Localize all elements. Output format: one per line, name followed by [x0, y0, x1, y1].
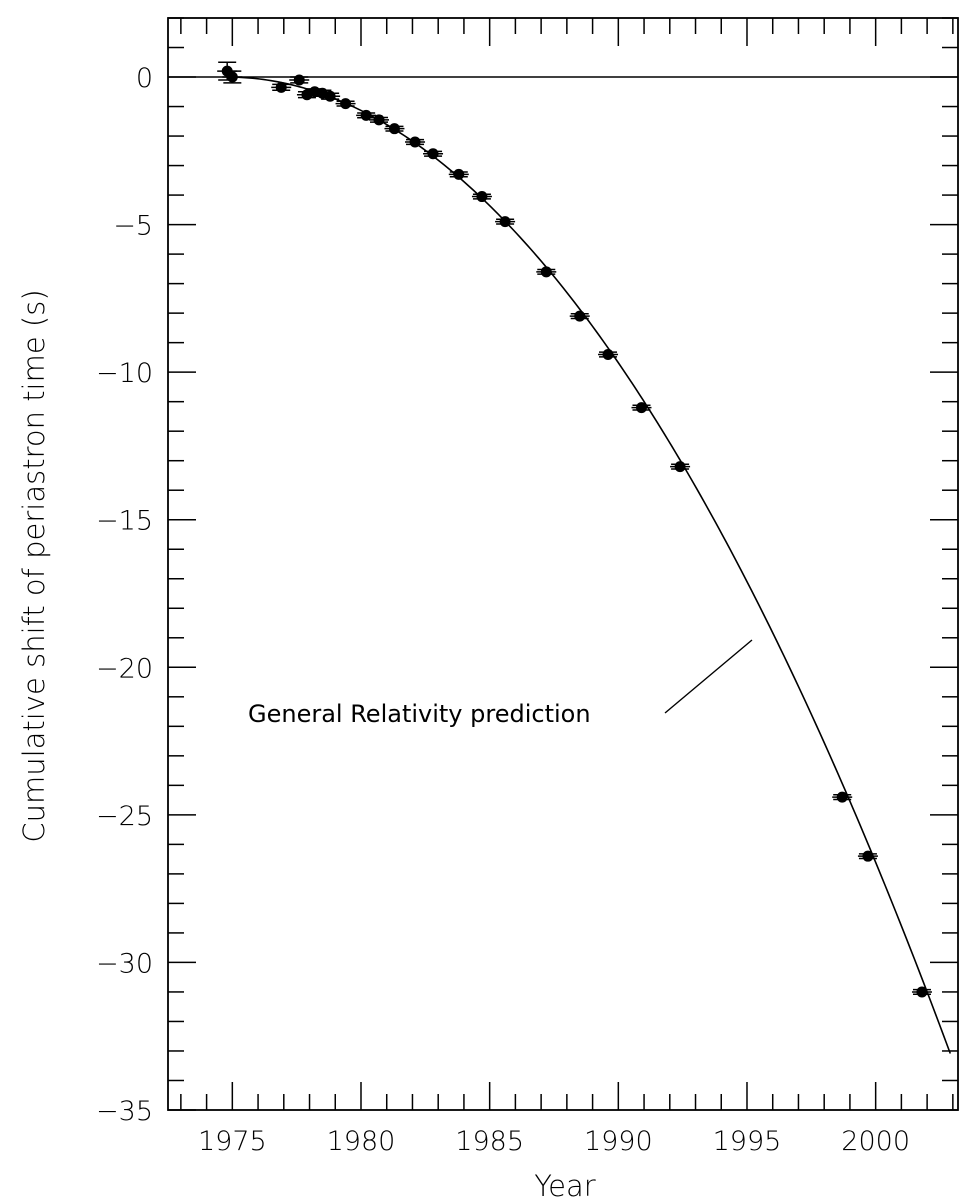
point-marker: [602, 348, 614, 360]
data-point: [356, 109, 377, 121]
point-marker: [916, 986, 928, 998]
point-marker: [476, 191, 488, 203]
annotation-leader-line: [664, 639, 753, 714]
x-tick-label: 1995: [713, 1126, 782, 1157]
data-point: [631, 402, 652, 414]
point-marker: [574, 310, 586, 322]
gr-prediction-annotation: General Relativity prediction: [248, 700, 591, 728]
point-marker: [293, 74, 305, 86]
point-marker: [226, 71, 238, 83]
data-point: [423, 148, 444, 160]
y-axis-label: Cumulative shift of periastron time (s): [17, 289, 51, 842]
y-tick-label: −30: [96, 948, 153, 979]
plot-content: [168, 61, 958, 1054]
data-point: [335, 98, 356, 110]
point-marker: [862, 850, 874, 862]
x-tick-label: 2000: [841, 1126, 910, 1157]
point-marker: [275, 81, 287, 93]
y-tick-label: −25: [96, 801, 153, 832]
data-point: [222, 70, 243, 84]
x-tick-label: 1985: [455, 1126, 524, 1157]
point-marker: [453, 168, 465, 180]
y-tick-label: 0: [136, 63, 153, 94]
y-tick-label: −10: [96, 358, 153, 389]
point-marker: [427, 148, 439, 160]
point-marker: [373, 114, 385, 126]
data-point: [495, 216, 516, 228]
data-points: [217, 61, 932, 998]
point-marker: [324, 90, 336, 102]
data-point: [857, 850, 878, 862]
data-point: [448, 168, 469, 180]
data-point: [536, 266, 557, 278]
point-marker: [409, 136, 421, 148]
data-point: [569, 310, 590, 322]
data-point: [670, 461, 691, 473]
point-marker: [635, 402, 647, 414]
data-point: [598, 348, 619, 360]
x-tick-label: 1990: [584, 1126, 653, 1157]
y-tick-label: −5: [113, 211, 153, 242]
point-marker: [499, 216, 511, 228]
data-point: [320, 90, 341, 102]
data-point: [832, 791, 853, 803]
data-point: [911, 986, 932, 998]
data-point: [369, 114, 390, 126]
point-marker: [674, 461, 686, 473]
plot-frame: [167, 17, 959, 1111]
x-tick-label: 1975: [198, 1126, 267, 1157]
y-tick-label: −35: [96, 1096, 153, 1127]
data-point: [289, 74, 310, 86]
data-point: [271, 81, 292, 93]
data-point: [384, 123, 405, 135]
axis-tick-labels: 1975 1980 1985 1990 1995 2000 0 −5 −10 −15 −20 −25 −…: [96, 63, 910, 1157]
x-tick-label: 1980: [327, 1126, 396, 1157]
point-marker: [836, 791, 848, 803]
point-marker: [388, 123, 400, 135]
data-point: [405, 136, 426, 148]
data-point: [471, 191, 492, 203]
point-marker: [360, 109, 372, 121]
x-axis-label: Year: [534, 1169, 595, 1200]
point-marker: [540, 266, 552, 278]
y-tick-label: −15: [96, 506, 153, 537]
point-marker: [340, 98, 352, 110]
y-tick-label: −20: [96, 653, 153, 684]
